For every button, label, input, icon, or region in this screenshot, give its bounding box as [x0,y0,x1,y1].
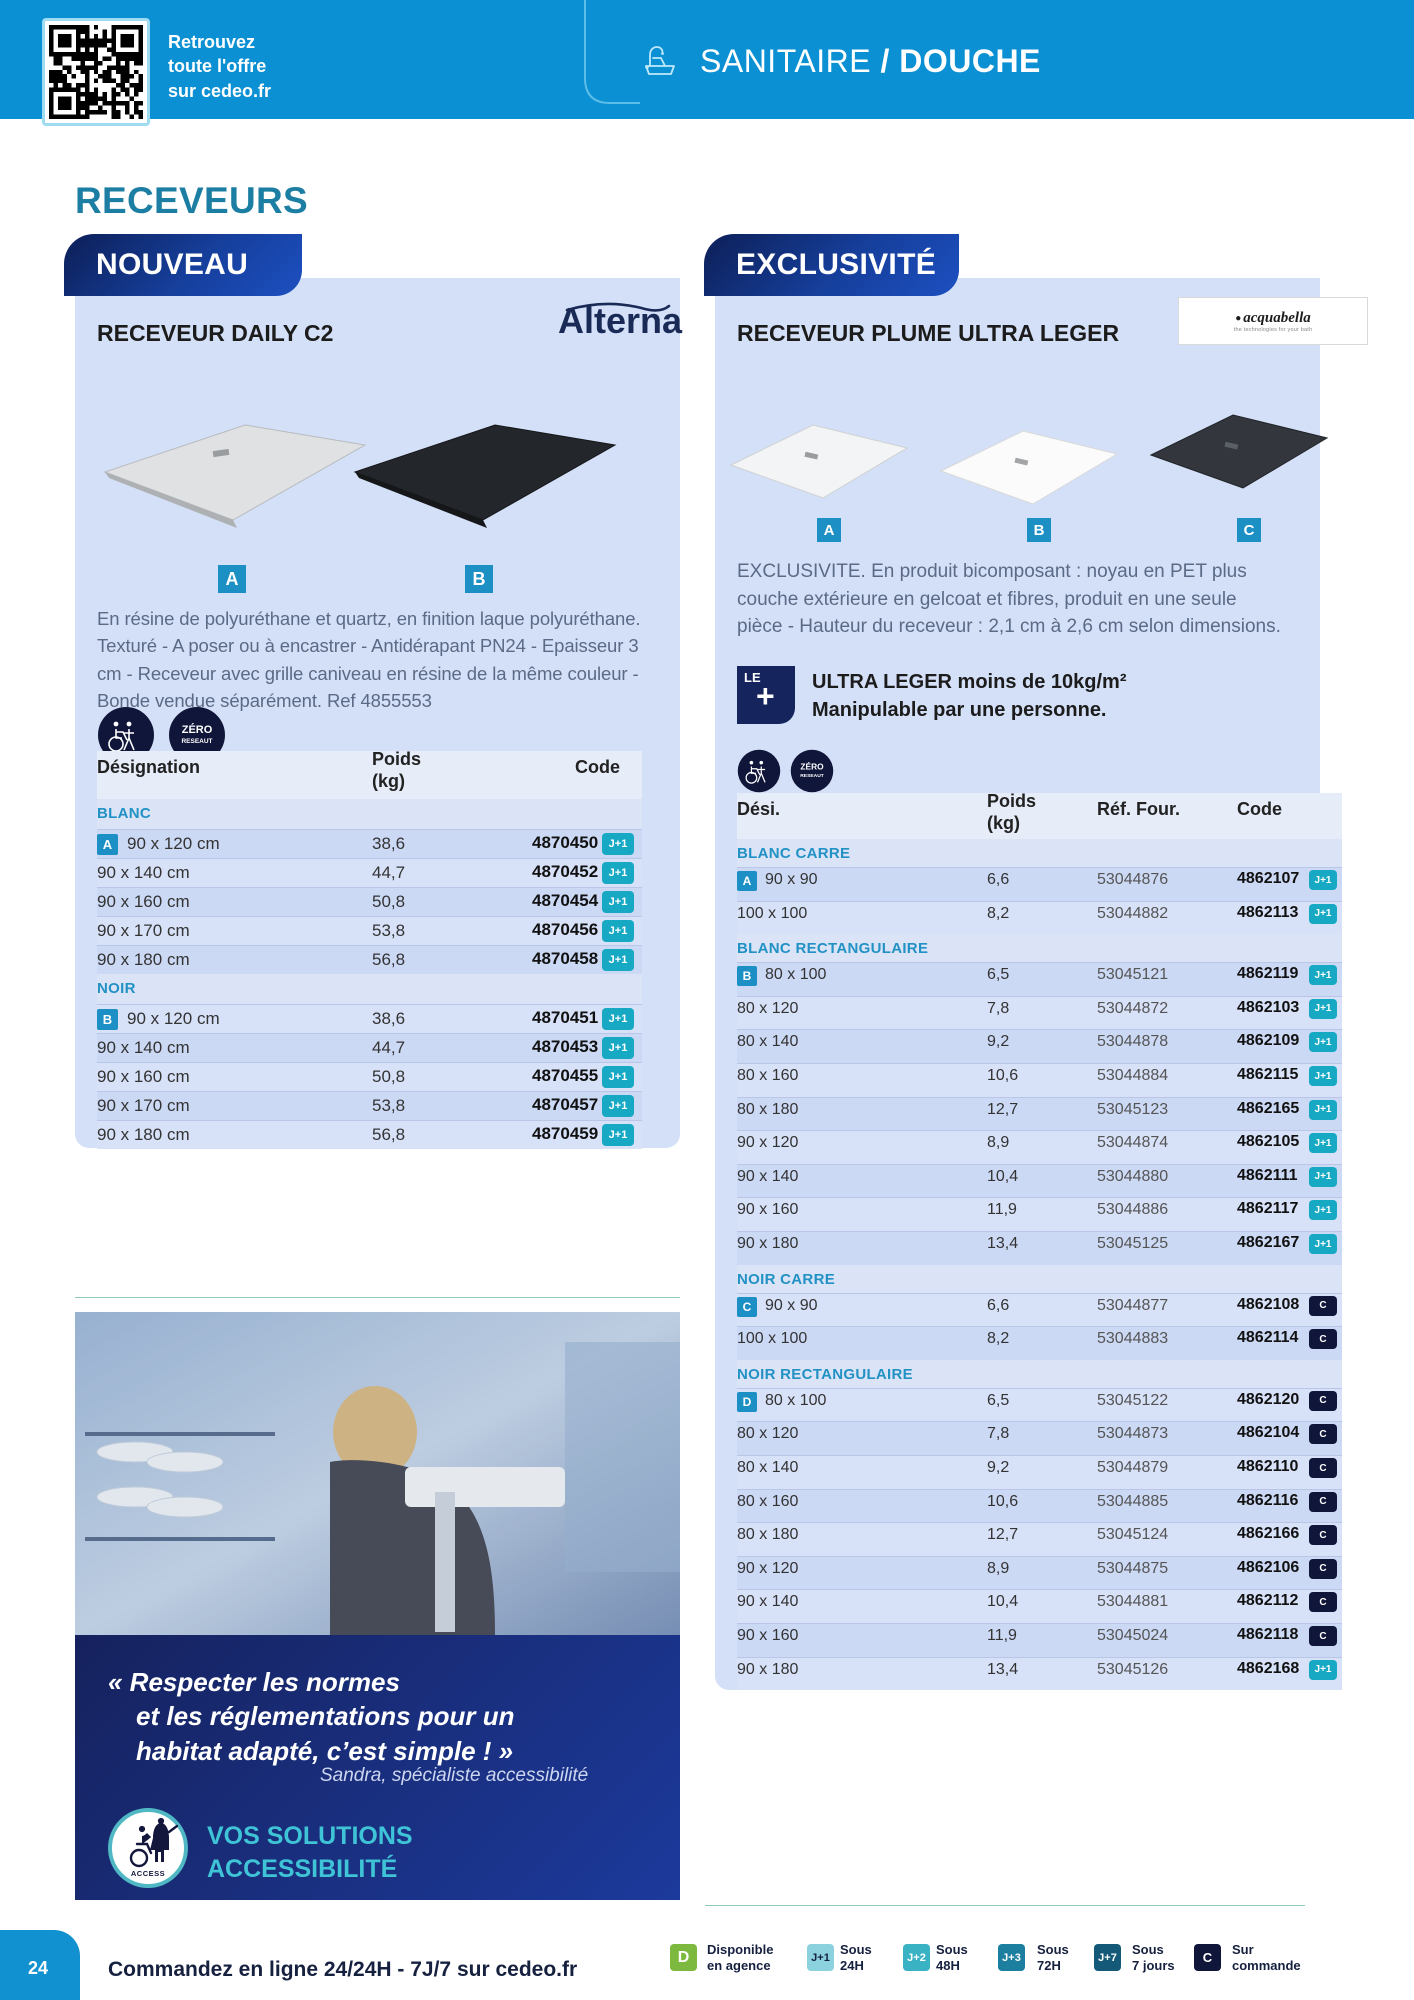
svg-text:RESEAUT: RESEAUT [800,773,824,779]
svg-text:ZÉRO: ZÉRO [182,723,213,736]
svg-text:ZÉRO: ZÉRO [800,761,824,771]
svg-text:ACCESS: ACCESS [131,1869,165,1878]
svg-text:RESEAUT: RESEAUT [181,738,212,745]
